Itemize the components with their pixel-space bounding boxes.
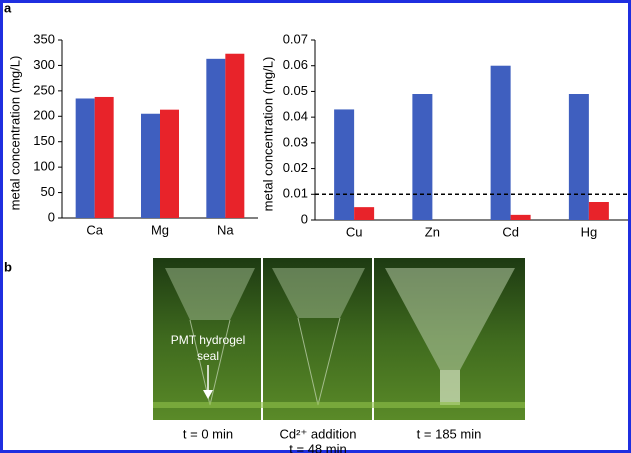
bar (412, 94, 432, 220)
bar (589, 202, 609, 220)
y-tick-label: 200 (33, 108, 55, 123)
caption: Cd²⁺ addition (280, 426, 357, 441)
bar (511, 215, 531, 220)
x-tick-label: Na (217, 222, 234, 237)
bar (569, 94, 589, 220)
bar (95, 97, 114, 218)
y-tick-label: 250 (33, 82, 55, 97)
y-tick-label: 150 (33, 133, 55, 148)
figure: a b PMT hydrogel seal t = 0 min Cd²⁺ add… (0, 0, 631, 453)
bar (76, 98, 95, 218)
y-tick-label: 0.03 (283, 134, 308, 149)
bar (206, 59, 225, 218)
bar (491, 66, 511, 220)
annotation: PMT hydrogel (171, 333, 245, 347)
y-tick-label: 0.02 (283, 160, 308, 175)
y-tick-label: 0.01 (283, 186, 308, 201)
bar (354, 207, 374, 220)
y-tick-label: 0 (301, 211, 308, 226)
x-tick-label: Zn (425, 224, 440, 239)
caption: t = 48 min (289, 441, 346, 453)
caption: t = 0 min (183, 426, 233, 441)
x-tick-label: Mg (151, 222, 169, 237)
y-tick-label: 0.05 (283, 83, 308, 98)
y-tick-label: 50 (41, 184, 55, 199)
y-axis-label: metal concentration (mg/L) (7, 56, 22, 211)
x-tick-label: Ca (86, 222, 103, 237)
y-tick-label: 0.07 (283, 31, 308, 46)
surface (153, 402, 525, 408)
bar (334, 109, 354, 220)
caption: t = 185 min (417, 426, 482, 441)
y-tick-label: 0.04 (283, 109, 308, 124)
y-tick-label: 0.06 (283, 57, 308, 72)
bar (141, 114, 160, 218)
y-tick-label: 350 (33, 31, 55, 46)
x-tick-label: Cu (346, 224, 363, 239)
y-axis-label: metal concentration (mg/L) (260, 57, 275, 212)
photo: PMT hydrogel seal (153, 258, 525, 420)
y-tick-label: 100 (33, 159, 55, 174)
x-tick-label: Hg (581, 224, 598, 239)
panel-label: a (4, 0, 12, 15)
y-tick-label: 300 (33, 57, 55, 72)
annotation: seal (197, 349, 219, 363)
tip (440, 370, 460, 405)
bar (225, 54, 244, 218)
y-tick-label: 0 (48, 209, 55, 224)
x-tick-label: Cd (502, 224, 519, 239)
bar (160, 110, 179, 218)
panel-label: b (4, 259, 12, 274)
